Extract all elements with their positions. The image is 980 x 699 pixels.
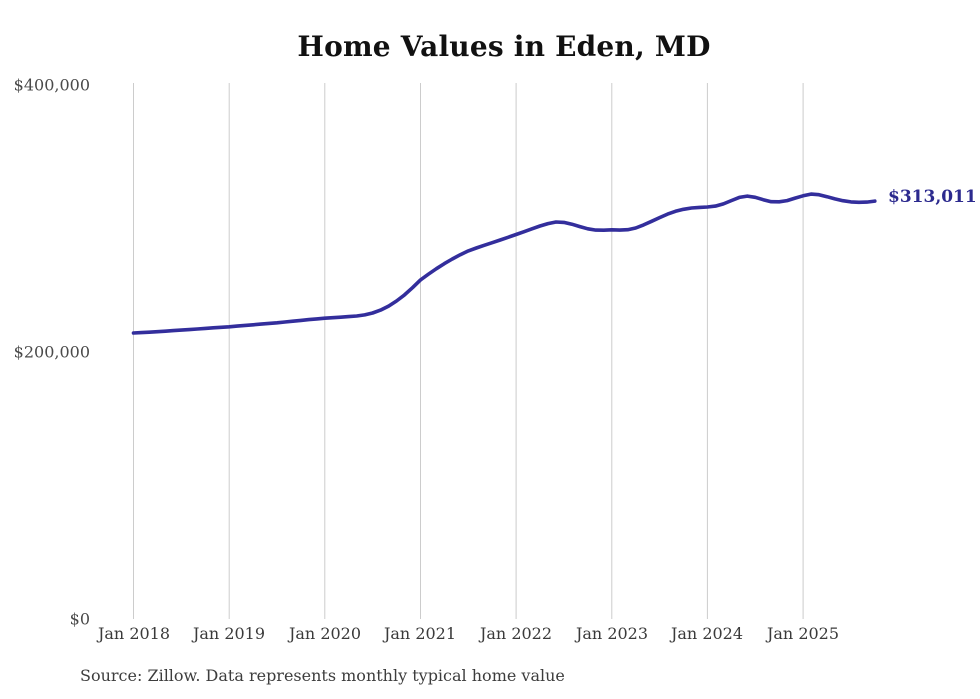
home-value-line [131, 192, 877, 335]
y-axis-tick-label: $400,000 [13, 75, 90, 95]
x-axis-tick-label: Jan 2020 [288, 624, 362, 643]
y-axis-tick-label: $200,000 [13, 342, 90, 362]
x-axis-tick-label: Jan 2018 [97, 624, 171, 643]
chart-header: Home Values in Eden, MD [28, 30, 980, 63]
x-axis-tick-label: Jan 2023 [575, 624, 649, 643]
latest-value-label: $313,011 [888, 187, 977, 207]
chart-title: Home Values in Eden, MD [297, 30, 711, 63]
x-axis-tick-label: Jan 2022 [479, 624, 553, 643]
x-axis-tick-label: Jan 2024 [670, 624, 744, 643]
gridlines [133, 83, 804, 619]
x-axis-tick-label: Jan 2021 [383, 624, 457, 643]
source-note: Source: Zillow. Data represents monthly … [80, 666, 565, 685]
y-axis-tick-label: $0 [69, 609, 90, 629]
x-axis-tick-label: Jan 2019 [192, 624, 266, 643]
x-axis-tick-label: Jan 2025 [766, 624, 840, 643]
